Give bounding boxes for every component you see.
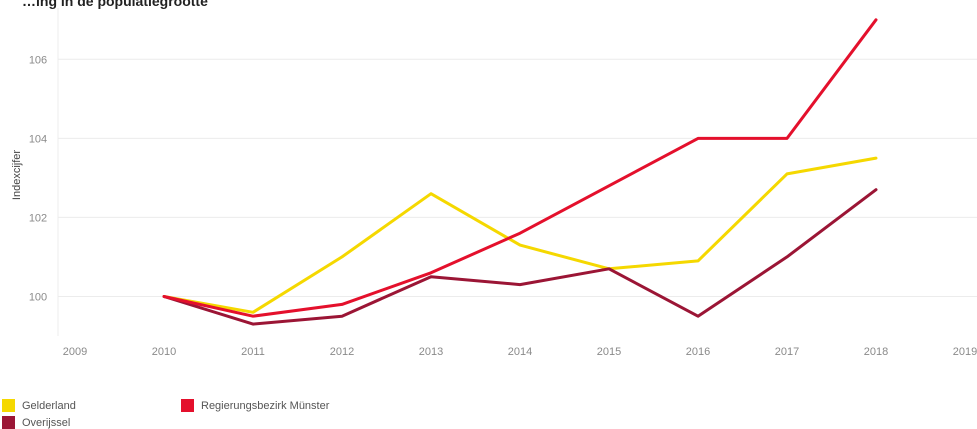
legend-label-overijssel: Overijssel <box>22 416 71 429</box>
x-tick-label: 2010 <box>152 346 176 358</box>
x-tick-label: 2014 <box>508 346 532 358</box>
x-tick-label: 2013 <box>419 346 443 358</box>
legend-swatch-gelderland <box>2 399 15 412</box>
legend-item-overijssel[interactable]: Overijssel <box>2 416 70 429</box>
legend-label-munster: Regierungsbezirk Münster <box>201 399 330 412</box>
y-tick-label: 104 <box>29 133 47 145</box>
y-tick-label: 100 <box>29 291 47 303</box>
x-tick-label: 2011 <box>241 346 265 358</box>
gridlines <box>57 8 977 336</box>
series-lines <box>162 18 878 326</box>
series-line-gelderland[interactable] <box>162 156 878 314</box>
x-tick-label: 2019 <box>953 346 977 358</box>
x-tick-label: 2012 <box>330 346 354 358</box>
series-line-regierungsbezirk-m-nster[interactable] <box>162 18 878 318</box>
chart-title: …ing in de populatiegrootte <box>22 0 208 9</box>
y-axis-label: Indexcijfer <box>11 150 23 200</box>
legend-label-gelderland: Gelderland <box>22 399 76 412</box>
y-tick-label: 106 <box>29 54 47 66</box>
legend-item-munster[interactable]: Regierungsbezirk Münster <box>181 399 329 412</box>
x-tick-label: 2016 <box>686 346 710 358</box>
legend-swatch-overijssel <box>2 416 15 429</box>
legend-item-gelderland[interactable]: Gelderland <box>2 399 76 412</box>
x-tick-label: 2015 <box>597 346 621 358</box>
legend-swatch-munster <box>181 399 194 412</box>
x-tick-label: 2018 <box>864 346 888 358</box>
x-tick-label: 2009 <box>63 346 87 358</box>
series-line-overijssel[interactable] <box>162 188 878 326</box>
y-tick-label: 102 <box>29 212 47 224</box>
x-axis: 2009 2010 2011 2012 2013 2014 2015 2016 2017 2018… <box>63 346 977 358</box>
y-axis: 100 102 104 106 <box>29 54 47 303</box>
legend: Gelderland Regierungsbezirk Münster Over… <box>0 398 977 429</box>
line-chart: Indexcijfer 100 102 104 106 2009 2010 2011 201… <box>11 8 977 358</box>
x-tick-label: 2017 <box>775 346 799 358</box>
